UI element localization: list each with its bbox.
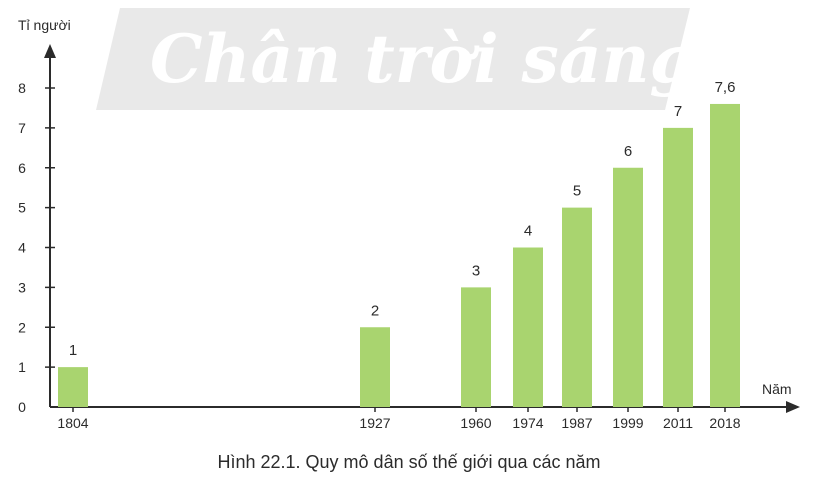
population-chart: Chân trời sáng tạo 0 1 2 3 4 5 6 7 8 1804 1927 1960… [18,8,818,431]
watermark: Chân trời sáng tạo [96,8,818,110]
data-labels: 1 2 3 4 5 6 7 7,6 [69,79,736,359]
data-label: 1 [69,342,77,359]
bar [360,327,390,407]
watermark-banner [96,8,690,110]
x-tick-label: 1987 [561,415,592,431]
y-tick-label: 5 [18,200,26,216]
y-axis-title: Tỉ người [18,17,71,33]
bar [613,167,643,407]
y-tick-label: 7 [18,120,26,136]
bar [513,247,543,407]
x-tick-label: 1804 [57,415,88,431]
y-tick-label: 0 [18,399,26,415]
data-label: 5 [573,183,581,200]
y-tick-label: 2 [18,319,26,335]
bar [562,207,592,407]
y-tick-label: 3 [18,279,26,295]
y-tick-label: 8 [18,80,26,96]
data-label: 7,6 [715,79,736,96]
x-tick-label: 1960 [460,415,491,431]
data-label: 7 [674,103,682,120]
watermark-text: Chân trời sáng tạo [150,20,818,98]
x-tick-label: 2018 [709,415,740,431]
x-tick-label: 2011 [663,415,693,431]
x-tick-label: 1999 [612,415,643,431]
bar [461,287,491,407]
x-tick-label: 1927 [359,415,390,431]
y-tick-label: 4 [18,240,26,256]
data-label: 6 [624,143,632,160]
data-label: 3 [472,262,480,279]
figure-caption: Hình 22.1. Quy mô dân số thế giới qua cá… [217,452,601,472]
bars [58,103,740,407]
y-tick-label: 6 [18,160,26,176]
bar [710,103,740,407]
x-axis-arrow [786,401,800,413]
y-tick-label: 1 [18,359,26,375]
x-tick-label: 1974 [512,415,543,431]
x-axis-title: Năm [762,381,792,397]
data-label: 2 [371,302,379,319]
bar [663,127,693,407]
y-axis-arrow [44,44,56,58]
bar [58,367,88,407]
data-label: 4 [524,223,532,240]
